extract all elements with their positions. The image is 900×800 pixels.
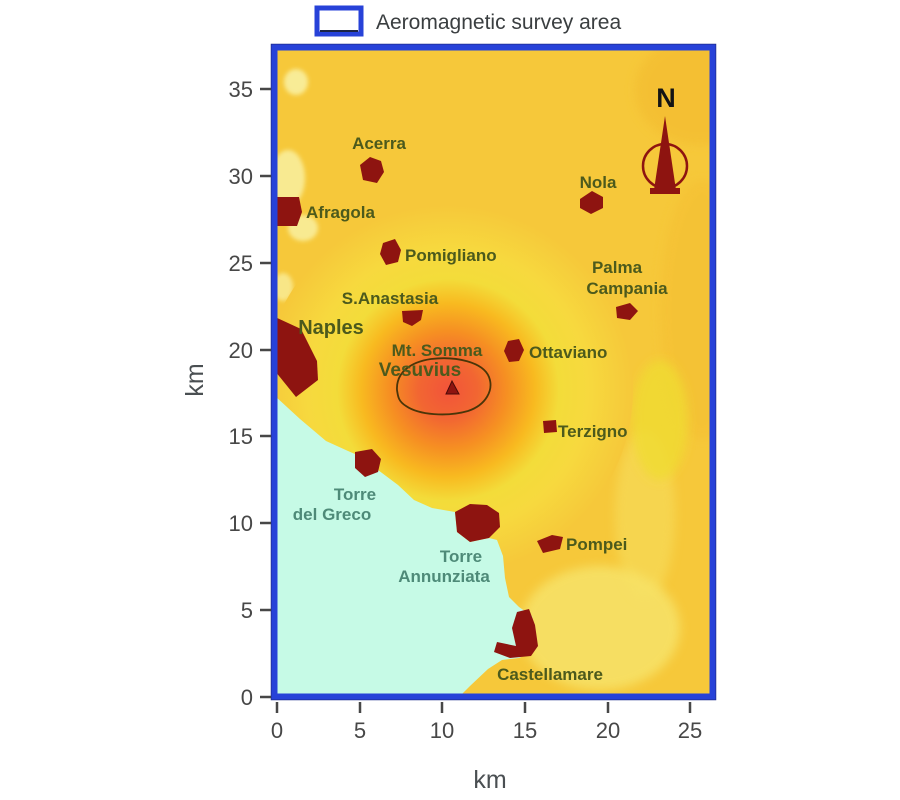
pale-patch-4 [275,273,293,301]
x-tick-label-5: 5 [354,718,366,743]
town-pomigliano-shape [380,239,401,265]
map-area: Acerra Nola Afragola Pomigliano Palma Ca… [275,48,713,697]
x-tick-label-20: 20 [596,718,620,743]
label-s-anastasia: S.Anastasia [342,289,439,308]
vesuvius-contour-line [396,357,492,416]
y-axis [260,87,271,699]
y-tick-label-5: 5 [241,598,253,623]
y-tick-labels: 35 30 25 20 15 10 5 0 [229,77,253,710]
y-tick-label-20: 20 [229,338,253,363]
x-tick-label-15: 15 [513,718,537,743]
x-tick-labels: 0 5 10 15 20 25 [271,718,702,743]
pale-patch-1 [284,69,308,95]
label-castellamare: Castellamare [497,665,603,684]
y-tick-label-15: 15 [229,424,253,449]
town-s-anastasia-shape [402,310,423,326]
town-afragola-shape [275,197,302,226]
label-north: N [656,83,676,113]
label-terzigno: Terzigno [558,422,628,441]
amber-band-topright [635,48,713,145]
yellow-band-right-mid [632,360,688,480]
pale-patch-2 [275,150,305,206]
sea-bay-of-naples [275,396,536,697]
legend-survey-swatch [314,5,364,37]
town-terzigno-shape [543,420,557,433]
y-tick-label-35: 35 [229,77,253,102]
x-axis [275,702,692,713]
x-tick-label-0: 0 [271,718,283,743]
north-arrow [641,116,689,194]
label-naples: Naples [298,317,364,339]
label-annunziata: Annunziata [398,567,490,586]
label-campania: Campania [586,279,668,298]
label-afragola: Afragola [306,203,376,222]
label-torre-2: Torre [440,547,482,566]
label-pompei: Pompei [566,535,627,554]
x-axis-title: km [473,766,506,794]
label-palma: Palma [592,258,643,277]
y-tick-label-10: 10 [229,511,253,536]
town-ottaviano-shape [504,339,524,362]
y-axis-title: km [181,363,209,396]
north-arrow-base [650,188,680,194]
town-torre-del-greco-shape [355,449,381,477]
label-vesuvius: Vesuvius [379,360,461,381]
y-tick-label-0: 0 [241,685,253,710]
town-labels: Acerra Nola Afragola Pomigliano Palma Ca… [293,83,676,684]
town-shapes [275,157,638,658]
vesuvius-summit-triangle [445,379,460,395]
town-castellamare-shape [494,609,538,658]
label-mt-somma: Mt. Somma [392,341,483,360]
town-nola-shape [580,191,603,214]
town-torre-annunziata-shape [455,504,500,542]
legend: Aeromagnetic survey area [314,5,621,37]
x-tick-label-10: 10 [430,718,454,743]
label-torre: Torre [334,485,376,504]
label-acerra: Acerra [352,134,406,153]
north-arrow-needle [654,116,676,190]
label-pomigliano: Pomigliano [405,246,497,265]
town-naples-shape [275,317,318,397]
town-pompei-shape [537,535,563,553]
town-acerra-shape [360,157,384,183]
label-nola: Nola [580,173,617,192]
label-del-greco: del Greco [293,505,371,524]
y-tick-label-30: 30 [229,164,253,189]
y-tick-label-25: 25 [229,251,253,276]
label-ottaviano: Ottaviano [529,343,607,362]
x-tick-label-25: 25 [678,718,702,743]
legend-label: Aeromagnetic survey area [376,11,621,34]
town-palma-campania-shape [616,303,638,320]
survey-area-border [271,44,716,700]
